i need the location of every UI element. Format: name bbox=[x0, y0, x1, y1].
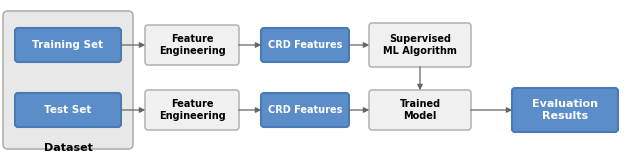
Text: Test Set: Test Set bbox=[44, 105, 92, 115]
Text: Feature
Engineering: Feature Engineering bbox=[159, 99, 225, 121]
Text: Training Set: Training Set bbox=[33, 40, 104, 50]
FancyBboxPatch shape bbox=[369, 90, 471, 130]
FancyBboxPatch shape bbox=[261, 93, 349, 127]
Text: Supervised
ML Algorithm: Supervised ML Algorithm bbox=[383, 34, 457, 56]
FancyBboxPatch shape bbox=[145, 25, 239, 65]
Text: CRD Features: CRD Features bbox=[268, 105, 342, 115]
Text: Evaluation
Results: Evaluation Results bbox=[532, 99, 598, 121]
FancyBboxPatch shape bbox=[15, 28, 121, 62]
FancyBboxPatch shape bbox=[512, 88, 618, 132]
Text: CRD Features: CRD Features bbox=[268, 40, 342, 50]
FancyBboxPatch shape bbox=[369, 23, 471, 67]
Text: Feature
Engineering: Feature Engineering bbox=[159, 34, 225, 56]
FancyBboxPatch shape bbox=[145, 90, 239, 130]
Text: Trained
Model: Trained Model bbox=[399, 99, 440, 121]
FancyBboxPatch shape bbox=[15, 93, 121, 127]
Text: Dataset: Dataset bbox=[44, 143, 92, 153]
FancyBboxPatch shape bbox=[261, 28, 349, 62]
FancyBboxPatch shape bbox=[3, 11, 133, 149]
